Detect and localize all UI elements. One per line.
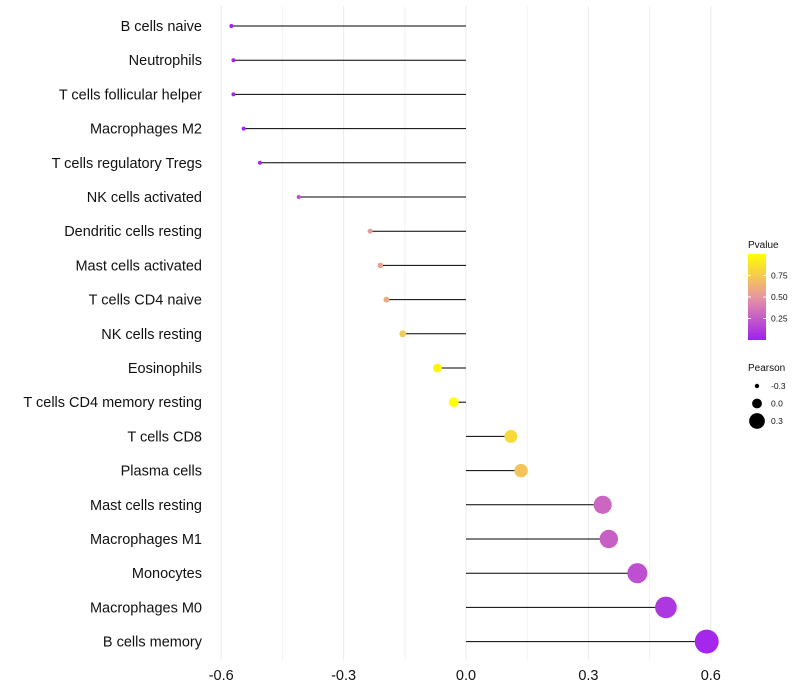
x-tick-label: -0.3 bbox=[331, 668, 356, 684]
point-layer bbox=[229, 24, 719, 654]
x-tick-label: 0.6 bbox=[701, 668, 721, 684]
category-label: B cells memory bbox=[103, 635, 203, 651]
category-label: T cells CD4 memory resting bbox=[23, 395, 202, 411]
grid-layer bbox=[220, 6, 712, 660]
x-tick-label: -0.6 bbox=[209, 668, 234, 684]
color-legend-tick-label: 0.75 bbox=[771, 271, 788, 281]
size-legend-label: -0.3 bbox=[771, 381, 786, 391]
lollipop-point bbox=[377, 262, 384, 269]
category-label: Macrophages M1 bbox=[90, 532, 202, 548]
size-legend-label: 0.0 bbox=[771, 399, 783, 409]
x-tick-label: 0.0 bbox=[456, 668, 476, 684]
lollipop-point bbox=[241, 126, 246, 131]
lollipop-point bbox=[627, 563, 648, 584]
color-legend-ticks: 0.75 0.50 0.25 bbox=[748, 271, 788, 324]
lollipop-point bbox=[383, 296, 390, 303]
category-label: Mast cells activated bbox=[75, 258, 202, 274]
lollipop-point bbox=[231, 58, 236, 63]
lollipop-point bbox=[694, 629, 719, 654]
y-axis-labels: B cells naive Neutrophils T cells follicul… bbox=[23, 19, 202, 651]
category-label: T cells CD8 bbox=[127, 429, 202, 445]
size-legend-title: Pearson bbox=[748, 363, 785, 374]
size-legend-label: 0.3 bbox=[771, 416, 783, 426]
lollipop-point bbox=[599, 529, 619, 549]
color-legend-bar bbox=[748, 254, 766, 340]
category-label: Neutrophils bbox=[129, 53, 202, 69]
lollipop-point bbox=[433, 363, 442, 373]
category-label: NK cells activated bbox=[87, 190, 202, 206]
size-legend-items: -0.3 0.0 0.3 bbox=[749, 381, 786, 429]
x-tick-label: 0.3 bbox=[578, 668, 598, 684]
category-label: T cells follicular helper bbox=[59, 87, 202, 103]
legend: Pvalue 0.75 0.50 0.25 Pearson -0.3 0.0 0.3 bbox=[748, 240, 788, 429]
size-legend-dot bbox=[752, 398, 762, 409]
stem-layer bbox=[231, 25, 707, 643]
category-label: T cells CD4 naive bbox=[89, 293, 202, 309]
category-label: NK cells resting bbox=[101, 327, 202, 343]
lollipop-point bbox=[231, 92, 236, 97]
category-label: Plasma cells bbox=[121, 464, 202, 480]
category-label: Eosinophils bbox=[128, 361, 202, 377]
category-label: Mast cells resting bbox=[90, 498, 202, 514]
category-label: T cells regulatory Tregs bbox=[52, 156, 202, 172]
lollipop-point bbox=[367, 228, 373, 234]
size-legend-dot bbox=[754, 383, 760, 389]
lollipop-point bbox=[257, 160, 262, 165]
category-label: B cells naive bbox=[121, 19, 202, 35]
color-legend-tick-label: 0.50 bbox=[771, 292, 788, 302]
category-label: Monocytes bbox=[132, 566, 202, 582]
category-label: Macrophages M0 bbox=[90, 600, 202, 616]
color-legend-tick-label: 0.25 bbox=[771, 314, 788, 324]
lollipop-point bbox=[229, 24, 234, 28]
color-legend-title: Pvalue bbox=[748, 240, 779, 251]
size-legend-dot bbox=[749, 413, 765, 429]
lollipop-point bbox=[514, 463, 528, 478]
lollipop-point bbox=[593, 495, 612, 514]
lollipop-point bbox=[504, 429, 518, 443]
lollipop-point bbox=[399, 330, 407, 338]
category-label: Dendritic cells resting bbox=[64, 224, 202, 240]
lollipop-point bbox=[296, 195, 301, 199]
x-axis-labels: -0.6 -0.3 0.0 0.3 0.6 bbox=[209, 668, 721, 684]
lollipop-point bbox=[448, 397, 459, 408]
lollipop-point bbox=[655, 596, 677, 619]
category-label: Macrophages M2 bbox=[90, 122, 202, 138]
